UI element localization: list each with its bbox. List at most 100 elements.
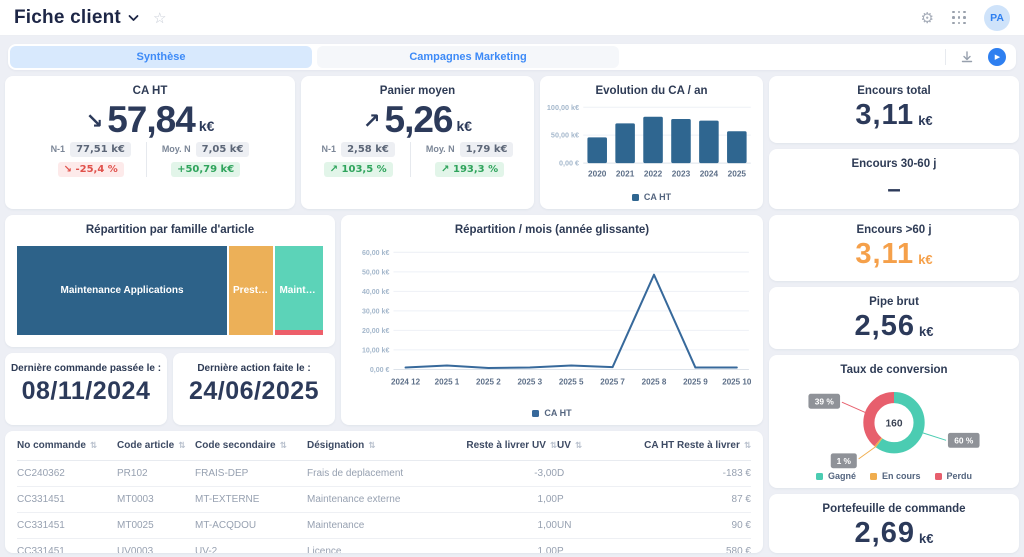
svg-text:2022: 2022 <box>644 170 663 179</box>
table-row[interactable]: CC240362PR102FRAIS-DEPFrais de deplaceme… <box>17 461 751 487</box>
n1-label: N-1 <box>51 144 66 154</box>
table-cell: UV-2 <box>195 546 307 553</box>
svg-text:10,00 k€: 10,00 k€ <box>362 347 390 354</box>
card-title: CA HT <box>5 76 295 97</box>
tab-synthese[interactable]: Synthèse <box>10 46 312 68</box>
svg-text:2020: 2020 <box>588 170 607 179</box>
svg-text:2025 8: 2025 8 <box>642 378 667 387</box>
svg-text:2025 9: 2025 9 <box>683 378 708 387</box>
svg-text:2025 1: 2025 1 <box>435 378 460 387</box>
sort-icon: ⇅ <box>575 441 582 451</box>
card-title: Portefeuille de commande <box>822 494 965 515</box>
legend-item: En cours <box>870 471 921 481</box>
n1-delta-badge: ↗ 103,5 % <box>324 162 393 177</box>
kpi-unit: k€ <box>918 252 932 267</box>
table-cell: CC331451 <box>17 520 117 531</box>
svg-text:2025 2: 2025 2 <box>476 378 501 387</box>
card-taux-conversion: Taux de conversion 16060 %1 %39 % GagnéE… <box>769 355 1019 488</box>
table-cell: UN <box>557 520 609 531</box>
empty-value-dash: – <box>887 176 900 204</box>
n1-delta-badge: ↘ -25,4 % <box>58 162 124 177</box>
card-encours-total: Encours total 3,11 k€ <box>769 76 1019 143</box>
table-header-row: No commande⇅Code article⇅Code secondaire… <box>17 431 751 461</box>
chart-legend: CA HT <box>540 192 763 209</box>
chart-legend: CA HT <box>341 408 763 425</box>
column-header[interactable]: UV⇅ <box>557 440 609 451</box>
card-title: Panier moyen <box>301 76 534 97</box>
dashboard: Fiche client ☆ ⚙ PA Synthèse Campagnes M… <box>0 0 1024 557</box>
download-icon[interactable] <box>960 50 974 64</box>
card-derniere-action: Dernière action faite le : 24/06/2025 <box>173 353 335 425</box>
apps-grid-icon[interactable] <box>952 11 966 25</box>
favorite-star-icon[interactable]: ☆ <box>153 9 166 27</box>
topbar-actions: ⚙ PA <box>921 5 1010 31</box>
card-repartition-mois: Répartition / mois (année glissante) 0,0… <box>341 215 763 425</box>
run-play-button[interactable]: ▶ <box>988 48 1006 66</box>
table-row[interactable]: CC331451MT0003MT-EXTERNEMaintenance exte… <box>17 487 751 513</box>
svg-text:2025: 2025 <box>728 170 747 179</box>
divider <box>945 49 946 65</box>
svg-text:40,00 k€: 40,00 k€ <box>362 289 390 296</box>
card-title: Dernière action faite le : <box>197 353 310 374</box>
sort-icon: ⇅ <box>368 441 375 451</box>
card-title: Encours 30-60 j <box>851 149 936 170</box>
n1-value-badge: 77,51 k€ <box>70 142 131 157</box>
chart-title: Evolution du CA / an <box>540 76 763 97</box>
moy-label: Moy. N <box>162 144 191 154</box>
table-cell: CC331451 <box>17 494 117 505</box>
table-cell: MT-ACQDOU <box>195 520 307 531</box>
legend-item: CA HT <box>632 192 671 202</box>
date-value: 08/11/2024 <box>22 377 151 406</box>
chevron-down-icon[interactable] <box>128 14 139 22</box>
svg-text:2025 3: 2025 3 <box>517 378 542 387</box>
svg-text:100,00 k€: 100,00 k€ <box>547 103 579 112</box>
column-header[interactable]: CA HT Reste à livrer⇅ <box>609 440 751 451</box>
column-header[interactable]: Code secondaire⇅ <box>195 440 307 451</box>
kpi-value: 2,56 <box>855 310 915 343</box>
card-title: Dernière commande passée le : <box>11 353 161 374</box>
column-header[interactable]: No commande⇅ <box>17 440 117 451</box>
kpi-unit: k€ <box>457 118 473 134</box>
column-header[interactable]: Reste à livrer UV⇅ <box>439 440 557 451</box>
table-cell: -3,00 <box>439 468 557 479</box>
card-title: Encours total <box>857 76 930 97</box>
column-header[interactable]: Désignation⇅ <box>307 440 439 451</box>
table-cell: MT-EXTERNE <box>195 494 307 505</box>
kpi-unit: k€ <box>918 113 932 128</box>
table-cell: CC240362 <box>17 468 117 479</box>
kpi-value: 3,11 <box>855 99 914 132</box>
tab-campagnes-marketing[interactable]: Campagnes Marketing <box>317 46 619 68</box>
svg-text:50,00 k€: 50,00 k€ <box>362 269 390 276</box>
column-header[interactable]: Code article⇅ <box>117 440 195 451</box>
table-cell: Licence <box>307 546 439 553</box>
card-derniere-commande: Dernière commande passée le : 08/11/2024 <box>5 353 167 425</box>
table-cell: FRAIS-DEP <box>195 468 307 479</box>
table-cell: Frais de deplacement <box>307 468 439 479</box>
svg-text:60 %: 60 % <box>954 436 974 446</box>
line-chart-repartition-mois: 0,00 €10,00 k€20,00 k€30,00 k€40,00 k€50… <box>341 236 763 408</box>
svg-text:2025 5: 2025 5 <box>559 378 584 387</box>
card-evolution-ca-an: Evolution du CA / an 0,00 €50,00 k€100,0… <box>540 76 763 209</box>
settings-gear-icon[interactable]: ⚙ <box>921 9 934 27</box>
moy-value-badge: 1,79 k€ <box>460 142 514 157</box>
table-row[interactable]: CC331451MT0025MT-ACQDOUMaintenance1,00UN… <box>17 513 751 539</box>
table-cell: 1,00 <box>439 520 557 531</box>
sort-icon: ⇅ <box>280 441 287 451</box>
table-cell: 87 € <box>609 494 751 505</box>
donut-chart-taux-conversion: 16060 %1 %39 % <box>769 376 1019 471</box>
user-avatar[interactable]: PA <box>984 5 1010 31</box>
bar-chart-evolution: 0,00 €50,00 k€100,00 k€20202021202220232… <box>540 97 763 192</box>
table-row[interactable]: CC331451UV0003UV-2Licence1,00P580 € <box>17 539 751 553</box>
svg-text:60,00 k€: 60,00 k€ <box>362 250 390 257</box>
svg-text:0,00 €: 0,00 € <box>370 367 390 374</box>
kpi-unit: k€ <box>919 324 933 339</box>
svg-text:2025 10: 2025 10 <box>722 378 752 387</box>
table-cell: Maintenance externe <box>307 494 439 505</box>
kpi-unit: k€ <box>919 531 933 546</box>
legend-item: Perdu <box>935 471 973 481</box>
chart-title: Répartition par famille d'article <box>5 215 335 236</box>
tabbar-actions: ▶ <box>945 46 1014 68</box>
table-cell: 1,00 <box>439 494 557 505</box>
card-portefeuille: Portefeuille de commande 2,69 k€ <box>769 494 1019 553</box>
table-cell: -183 € <box>609 468 751 479</box>
